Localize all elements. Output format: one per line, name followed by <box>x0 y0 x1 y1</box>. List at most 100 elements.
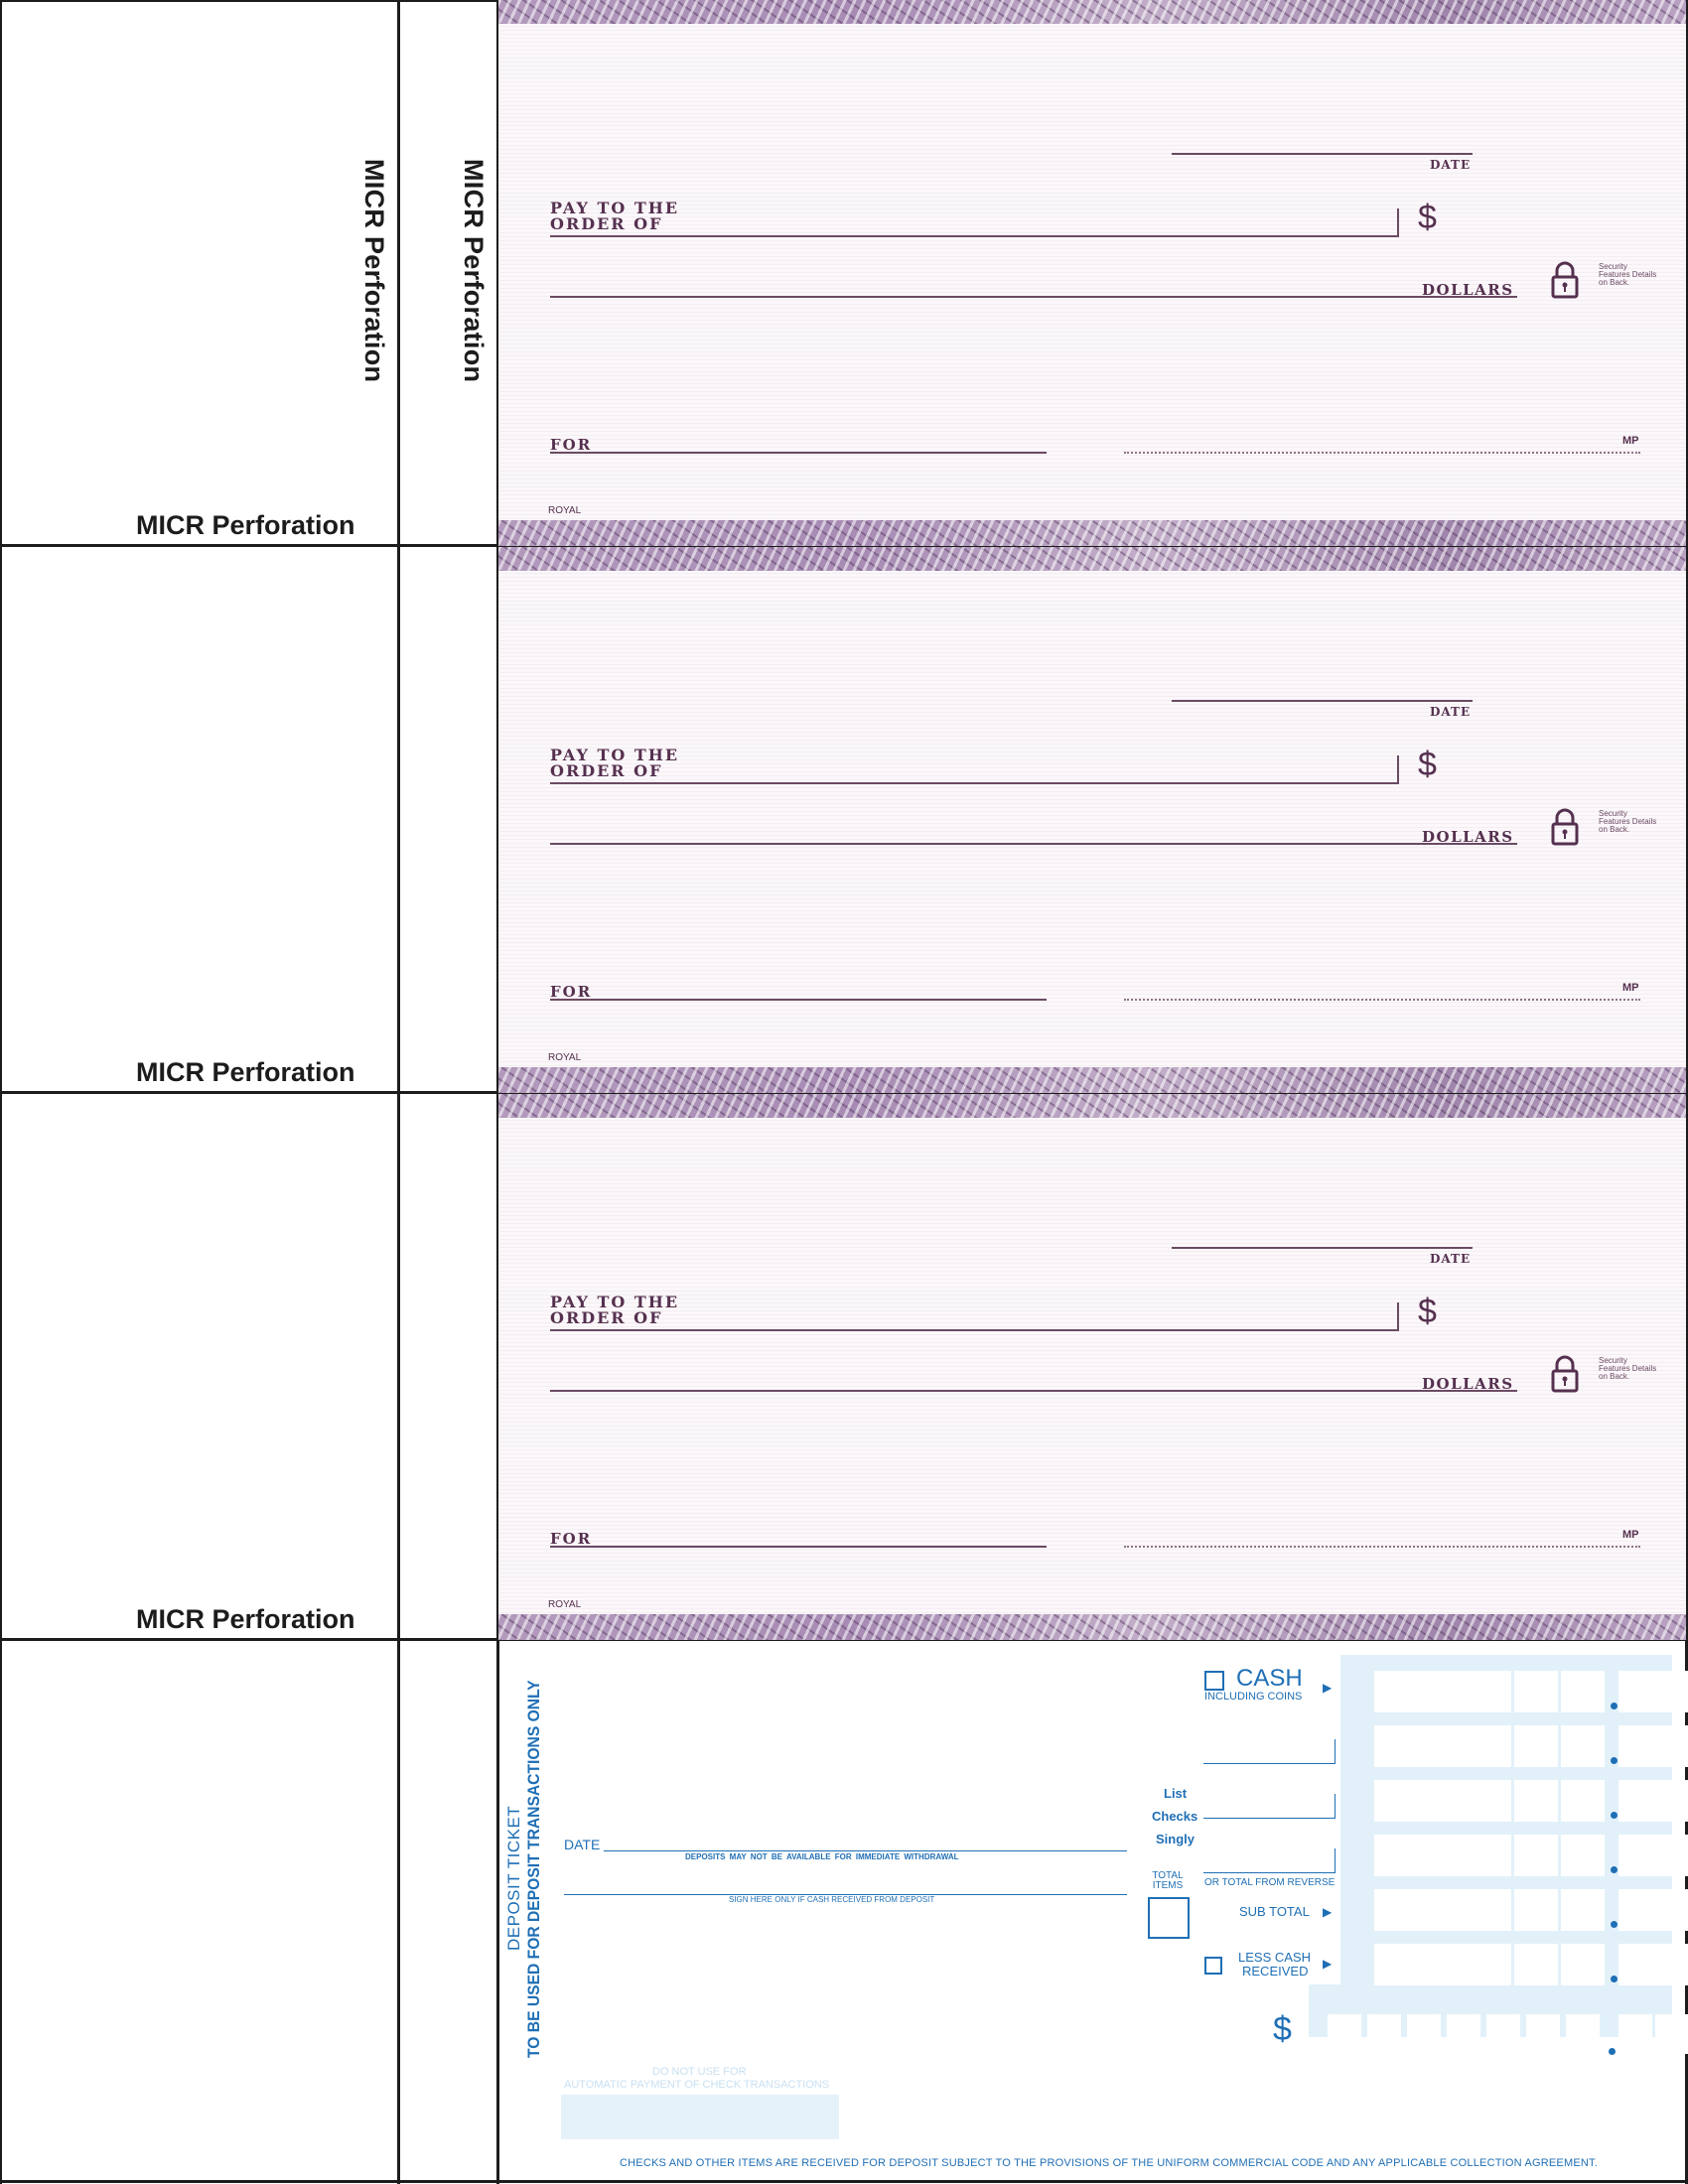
for-label: FOR <box>550 983 593 1001</box>
check-line-3-end <box>1335 1848 1336 1873</box>
signature-line[interactable] <box>1124 1546 1640 1548</box>
amount-row[interactable] <box>1372 1671 1688 1714</box>
deposits-note: DEPOSITS MAY NOT BE AVAILABLE FOR IMMEDI… <box>685 1852 959 1861</box>
check-line-1-end <box>1335 1739 1336 1764</box>
including-coins-label: INCLUDING COINS <box>1204 1691 1303 1703</box>
date-label: DATE <box>1430 1252 1472 1266</box>
decimal-point <box>1611 1812 1618 1819</box>
check-line-1[interactable] <box>1203 1763 1336 1764</box>
payee-line-end <box>1397 208 1399 237</box>
payee-line[interactable] <box>550 782 1399 784</box>
footer-agreement: CHECKS AND OTHER ITEMS ARE RECEIVED FOR … <box>620 2157 1598 2169</box>
date-line[interactable] <box>1172 1247 1473 1249</box>
micr-label-1: MICR Perforation <box>136 510 355 540</box>
check-1: DATE PAY TO THE ORDER OF $ DOLLARS Secur… <box>498 0 1686 546</box>
pay-to-label-2: ORDER OF <box>550 761 663 780</box>
amount-digit-box <box>1374 1944 1511 1985</box>
total-digit-box <box>1367 2014 1401 2054</box>
amount-row[interactable] <box>1372 1780 1688 1824</box>
singly-label: Singly <box>1156 1832 1196 1846</box>
less-cash-arrow-icon: ▶ <box>1323 1957 1333 1971</box>
amount-digit-box <box>1514 1944 1558 1985</box>
security-band-bottom <box>498 520 1686 546</box>
amount-row[interactable] <box>1372 1944 1688 1987</box>
date-line[interactable] <box>604 1850 1127 1851</box>
amount-digit-box <box>1653 1889 1688 1931</box>
decimal-point <box>1611 1757 1618 1764</box>
signature-line[interactable] <box>1124 999 1640 1001</box>
dollars-label: DOLLARS <box>1422 281 1514 299</box>
date-line[interactable] <box>1172 153 1473 155</box>
dollars-label: DOLLARS <box>1422 828 1514 846</box>
security-band-bottom <box>498 1614 1686 1640</box>
date-label: DATE <box>1430 705 1472 719</box>
for-label: FOR <box>550 436 593 454</box>
mp-label: MP <box>1622 1529 1639 1541</box>
amount-digit-box <box>1374 1835 1511 1876</box>
amount-row[interactable] <box>1372 1835 1688 1878</box>
amount-row[interactable] <box>1372 1889 1688 1933</box>
micr-label-3: MICR Perforation <box>136 1604 355 1634</box>
payee-line[interactable] <box>550 235 1399 237</box>
micr-label-2: MICR Perforation <box>136 1057 355 1087</box>
total-digit-box <box>1328 2014 1361 2054</box>
pay-to-label-1: PAY TO THE <box>550 1293 680 1311</box>
total-digit-box <box>1566 2014 1600 2054</box>
dollars-label: DOLLARS <box>1422 1375 1514 1393</box>
mp-label: MP <box>1622 435 1639 447</box>
amount-digit-box <box>1374 1671 1511 1712</box>
date-label: DATE <box>564 1837 601 1852</box>
for-label: FOR <box>550 1530 593 1548</box>
memo-line[interactable] <box>550 999 1047 1001</box>
received-label: RECEIVED <box>1242 1964 1309 1979</box>
royal-label: ROYAL <box>548 1052 582 1063</box>
amount-digit-box <box>1653 1835 1688 1876</box>
amount-words-line[interactable] <box>550 843 1517 845</box>
amount-digit-box <box>1514 1671 1558 1712</box>
cash-checkbox[interactable] <box>1204 1671 1224 1691</box>
endorsement-box <box>561 2095 839 2139</box>
deposit-ticket: DEPOSIT TICKET TO BE USED FOR DEPOSIT TR… <box>498 1641 1688 2180</box>
total-items-label: TOTAL ITEMS <box>1152 1870 1184 1891</box>
amount-words-line[interactable] <box>550 1390 1517 1392</box>
amount-digit-box <box>1618 1671 1654 1712</box>
check-line-3[interactable] <box>1203 1872 1336 1873</box>
decimal-point <box>1609 2048 1616 2055</box>
amount-digit-box <box>1561 1671 1605 1712</box>
total-digit-box <box>1526 2014 1560 2054</box>
payee-line[interactable] <box>550 1329 1399 1331</box>
amount-digit-box <box>1653 1725 1688 1767</box>
total-amount-row[interactable] <box>1328 2014 1688 2058</box>
memo-line[interactable] <box>550 1546 1047 1548</box>
sub-total-label: SUB TOTAL <box>1239 1904 1310 1919</box>
amount-words-line[interactable] <box>550 296 1517 298</box>
list-label: List <box>1164 1786 1188 1801</box>
sign-note: SIGN HERE ONLY IF CASH RECEIVED FROM DEP… <box>729 1895 935 1904</box>
amount-digit-box <box>1374 1725 1511 1767</box>
pay-to-label-2: ORDER OF <box>550 1308 663 1327</box>
date-line[interactable] <box>1172 700 1473 702</box>
total-items-box[interactable] <box>1148 1897 1190 1939</box>
security-features-text: Security Features Details on Back. <box>1599 809 1657 834</box>
total-digit-box <box>1447 2014 1480 2054</box>
or-total-label: OR TOTAL FROM REVERSE <box>1204 1877 1336 1888</box>
date-label: DATE <box>1430 158 1472 172</box>
amount-digit-box <box>1653 1944 1688 1985</box>
less-cash-checkbox[interactable] <box>1204 1957 1222 1975</box>
padlock-icon <box>1551 260 1579 305</box>
check-line-2[interactable] <box>1203 1818 1336 1819</box>
dollar-sign: $ <box>1418 199 1437 236</box>
security-band-bottom <box>498 1067 1686 1093</box>
royal-label: ROYAL <box>548 1599 582 1610</box>
amount-digit-box <box>1653 1671 1688 1712</box>
amount-digit-box <box>1374 1889 1511 1931</box>
signature-line[interactable] <box>564 1894 1127 1895</box>
total-digit-box <box>1407 2014 1441 2054</box>
cash-label: CASH <box>1236 1665 1303 1692</box>
signature-line[interactable] <box>1124 452 1640 454</box>
amount-digit-box <box>1514 1725 1558 1767</box>
pay-to-label-1: PAY TO THE <box>550 199 680 217</box>
amount-row[interactable] <box>1372 1725 1688 1769</box>
less-cash-label: LESS CASH <box>1238 1950 1311 1965</box>
memo-line[interactable] <box>550 452 1047 454</box>
